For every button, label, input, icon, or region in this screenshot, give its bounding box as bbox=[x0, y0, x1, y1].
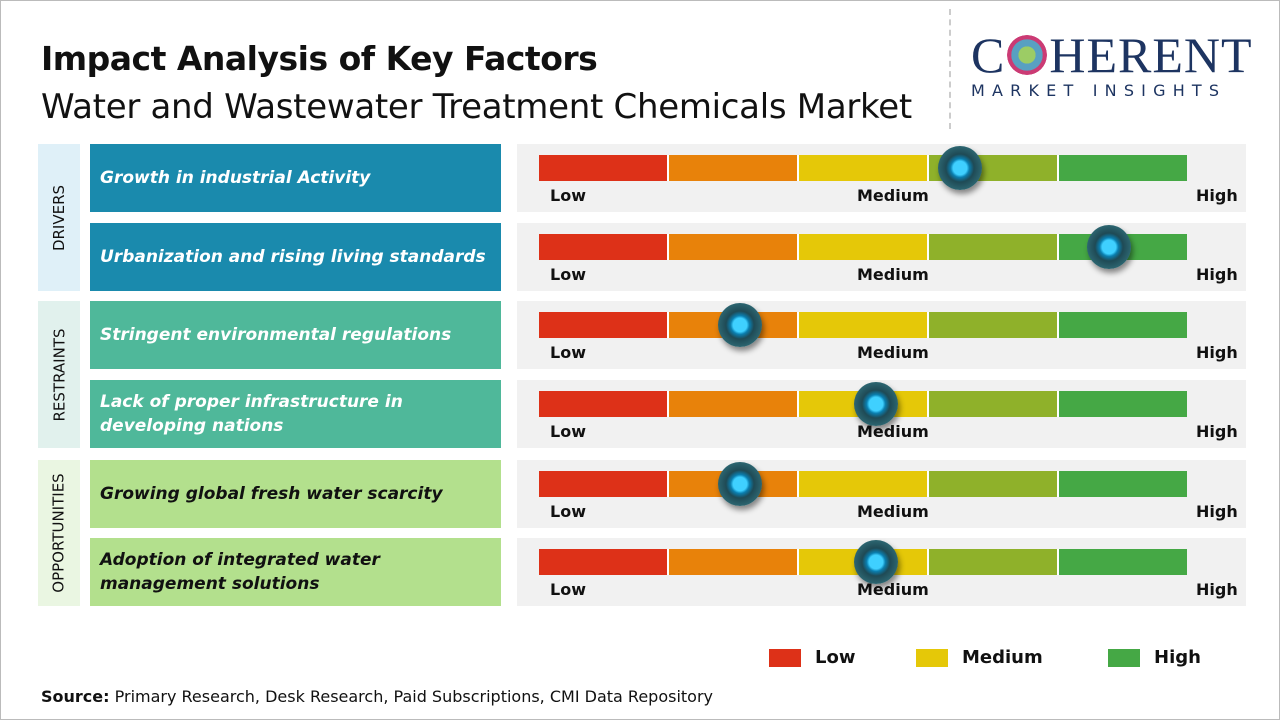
scale-segment bbox=[799, 312, 929, 338]
scale-segment bbox=[539, 549, 669, 575]
scale-low-label: Low bbox=[550, 422, 586, 441]
scale-segment bbox=[799, 155, 929, 181]
logo: C HERENT MARKET INSIGHTS bbox=[971, 27, 1261, 100]
scale-medium-label: Medium bbox=[857, 422, 929, 441]
scale-segment bbox=[1059, 471, 1187, 497]
category-label: DRIVERS bbox=[50, 184, 68, 251]
legend-swatch bbox=[916, 648, 948, 667]
scale-low-label: Low bbox=[550, 502, 586, 521]
legend-item-medium: Medium bbox=[916, 647, 1043, 668]
impact-indicator-knob bbox=[853, 382, 898, 426]
impact-scale-bar bbox=[539, 155, 1187, 181]
factor-label: Urbanization and rising living standards bbox=[90, 223, 501, 291]
impact-indicator-knob bbox=[1087, 225, 1132, 269]
scale-medium-label: Medium bbox=[857, 265, 929, 284]
impact-gauge: Low Medium High bbox=[517, 144, 1246, 212]
scale-low-label: Low bbox=[550, 580, 586, 599]
factor-label: Growing global fresh water scarcity bbox=[90, 460, 501, 528]
impact-gauge: Low Medium High bbox=[517, 223, 1246, 291]
impact-indicator-knob bbox=[717, 303, 762, 347]
logo-text: HERENT bbox=[1049, 27, 1253, 83]
scale-low-label: Low bbox=[550, 265, 586, 284]
logo-text: C bbox=[971, 27, 1006, 83]
page-subtitle: Water and Wastewater Treatment Chemicals… bbox=[41, 87, 912, 127]
impact-scale-bar bbox=[539, 234, 1187, 260]
scale-segment bbox=[799, 234, 929, 260]
factor-label: Adoption of integrated water management … bbox=[90, 538, 501, 606]
factor-label: Stringent environmental regulations bbox=[90, 301, 501, 369]
source-text: Primary Research, Desk Research, Paid Su… bbox=[109, 687, 713, 706]
impact-indicator-knob bbox=[853, 540, 898, 584]
impact-indicator-knob bbox=[717, 462, 762, 506]
scale-segment bbox=[539, 312, 669, 338]
legend-item-low: Low bbox=[769, 647, 855, 668]
category-restraints: RESTRAINTS bbox=[38, 301, 80, 448]
source-note: Source: Primary Research, Desk Research,… bbox=[41, 687, 713, 706]
impact-gauge: Low Medium High bbox=[517, 380, 1246, 448]
legend-label: High bbox=[1154, 647, 1201, 668]
scale-segment bbox=[539, 155, 669, 181]
impact-scale-bar bbox=[539, 312, 1187, 338]
scale-medium-label: Medium bbox=[857, 343, 929, 362]
scale-segment bbox=[669, 391, 799, 417]
scale-high-label: High bbox=[1196, 186, 1238, 205]
scale-high-label: High bbox=[1196, 502, 1238, 521]
scale-medium-label: Medium bbox=[857, 580, 929, 599]
logo-subtext: MARKET INSIGHTS bbox=[971, 81, 1227, 100]
scale-segment bbox=[539, 471, 669, 497]
category-drivers: DRIVERS bbox=[38, 144, 80, 291]
scale-segment bbox=[539, 391, 669, 417]
source-label: Source: bbox=[41, 687, 110, 706]
scale-high-label: High bbox=[1196, 265, 1238, 284]
scale-segment bbox=[669, 234, 799, 260]
legend-item-high: High bbox=[1108, 647, 1201, 668]
scale-segment bbox=[799, 471, 929, 497]
scale-high-label: High bbox=[1196, 343, 1238, 362]
category-label: OPPORTUNITIES bbox=[50, 473, 69, 593]
legend-label: Medium bbox=[962, 647, 1043, 668]
scale-segment bbox=[539, 234, 669, 260]
impact-scale-bar bbox=[539, 471, 1187, 497]
scale-medium-label: Medium bbox=[857, 186, 929, 205]
scale-segment bbox=[1059, 549, 1187, 575]
scale-segment bbox=[669, 549, 799, 575]
factor-label: Growth in industrial Activity bbox=[90, 144, 501, 212]
category-label: RESTRAINTS bbox=[50, 328, 68, 421]
scale-segment bbox=[929, 234, 1059, 260]
legend-swatch bbox=[769, 648, 801, 667]
divider bbox=[949, 9, 951, 129]
scale-high-label: High bbox=[1196, 422, 1238, 441]
legend-label: Low bbox=[815, 647, 856, 668]
globe-icon bbox=[1007, 35, 1048, 75]
factor-label: Lack of proper infrastructure in develop… bbox=[90, 380, 501, 448]
impact-gauge: Low Medium High bbox=[517, 301, 1246, 369]
scale-low-label: Low bbox=[550, 343, 586, 362]
scale-segment bbox=[929, 549, 1059, 575]
impact-scale-bar bbox=[539, 391, 1187, 417]
page-title: Impact Analysis of Key Factors bbox=[41, 39, 598, 78]
scale-medium-label: Medium bbox=[857, 502, 929, 521]
scale-segment bbox=[1059, 391, 1187, 417]
scale-segment bbox=[929, 391, 1059, 417]
scale-segment bbox=[929, 471, 1059, 497]
category-opportunities: OPPORTUNITIES bbox=[38, 460, 80, 606]
scale-segment bbox=[929, 312, 1059, 338]
legend-swatch bbox=[1108, 648, 1140, 667]
scale-segment bbox=[1059, 312, 1187, 338]
scale-low-label: Low bbox=[550, 186, 586, 205]
scale-segment bbox=[669, 155, 799, 181]
impact-gauge: Low Medium High bbox=[517, 538, 1246, 606]
impact-gauge: Low Medium High bbox=[517, 460, 1246, 528]
scale-high-label: High bbox=[1196, 580, 1238, 599]
impact-indicator-knob bbox=[938, 146, 983, 190]
scale-segment bbox=[1059, 155, 1187, 181]
